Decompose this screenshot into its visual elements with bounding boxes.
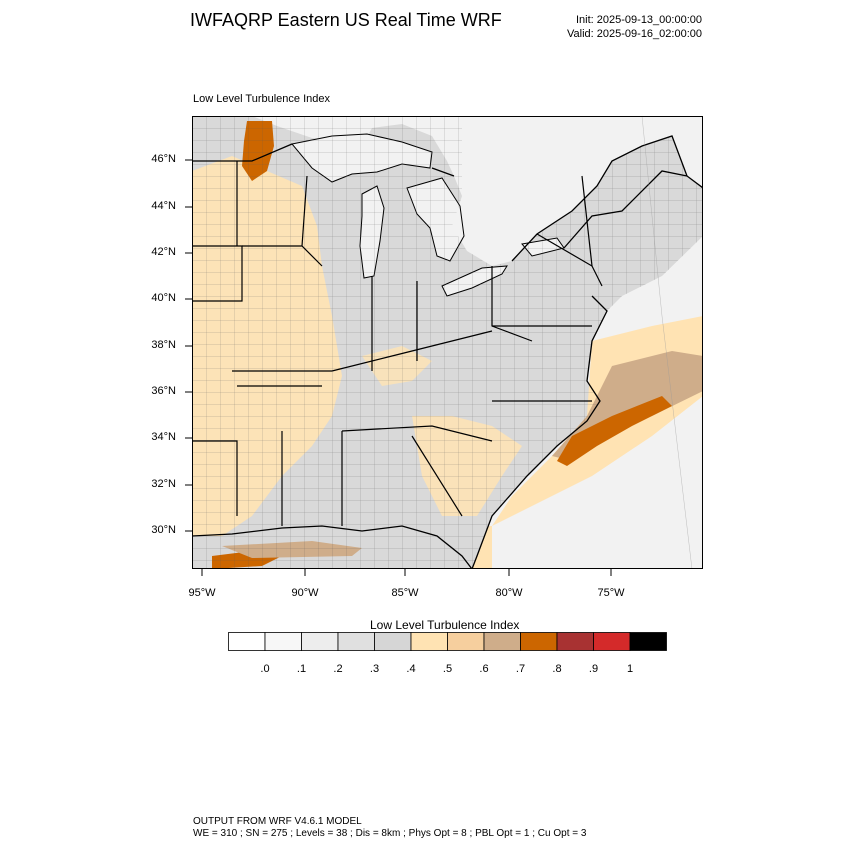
colorbar-tick-label: .7: [515, 663, 526, 675]
valid-time: Valid: 2025-09-16_02:00:00: [567, 28, 702, 40]
lon-label: 75°W: [597, 587, 625, 599]
lon-label: 95°W: [188, 587, 216, 599]
colorbar-swatch: [410, 632, 448, 651]
lat-label: 32°N: [151, 478, 176, 490]
lon-label: 85°W: [391, 587, 419, 599]
lat-label: 36°N: [151, 385, 176, 397]
colorbar-swatch: [301, 632, 339, 651]
colorbar-swatch: [556, 632, 594, 651]
colorbar-tick-label: .1: [296, 663, 307, 675]
colorbar-tick-label: 1: [626, 663, 634, 675]
colorbar-swatch: [337, 632, 375, 651]
colorbar-swatch: [228, 632, 266, 651]
colorbar-tick-label: .0: [260, 663, 270, 675]
plot-title: IWFAQRP Eastern US Real Time WRF: [190, 10, 502, 30]
init-time: Init: 2025-09-13_00:00:00: [576, 14, 702, 26]
lon-label: 80°W: [495, 587, 523, 599]
colorbar-swatch: [447, 632, 485, 651]
axis-ticks: [185, 159, 612, 576]
offshore-band-high: [557, 396, 672, 466]
map-field-label: Low Level Turbulence Index: [193, 93, 330, 105]
colorbar-tick-label: .4: [406, 663, 416, 675]
lat-label: 40°N: [151, 292, 176, 304]
colorbar-swatch: [374, 632, 412, 651]
colorbar-swatch: [264, 632, 302, 651]
run-times: Init: 2025-09-13_00:00:00 Valid: 2025-09…: [567, 13, 702, 41]
colorbar-swatch: [483, 632, 521, 651]
state-borders: [192, 161, 603, 526]
lat-label: 30°N: [151, 524, 176, 536]
colorbar-swatch: [593, 632, 631, 651]
turbulence-map: [192, 116, 703, 569]
colorbar-tick-label: .8: [552, 663, 562, 675]
colorbar: [228, 632, 667, 651]
graticule: [641, 116, 693, 569]
atlantic-coastline: [471, 135, 703, 569]
lat-label: 44°N: [151, 200, 176, 212]
colorbar-tick-label: .6: [479, 663, 489, 675]
lat-label: 34°N: [151, 431, 176, 443]
model-info: OUTPUT FROM WRF V4.6.1 MODEL WE = 310 ; …: [193, 816, 586, 840]
colorbar-swatch: [629, 632, 667, 651]
colorbar-tick-label: .2: [333, 663, 343, 675]
canada-border: [192, 143, 688, 249]
lat-label: 38°N: [151, 339, 176, 351]
model-config: WE = 310 ; SN = 275 ; Levels = 38 ; Dis …: [193, 828, 587, 839]
lat-label: 42°N: [151, 246, 176, 258]
colorbar-tick-label: .9: [588, 663, 599, 675]
colorbar-swatch: [520, 632, 558, 651]
colorbar-title: Low Level Turbulence Index: [370, 618, 520, 632]
colorbar-tick-label: .5: [442, 663, 453, 675]
gulf-coastline: [192, 525, 473, 569]
model-version: OUTPUT FROM WRF V4.6.1 MODEL: [193, 816, 362, 827]
lon-label: 90°W: [291, 587, 319, 599]
colorbar-tick-label: .3: [369, 663, 380, 675]
lat-label: 46°N: [151, 153, 176, 165]
